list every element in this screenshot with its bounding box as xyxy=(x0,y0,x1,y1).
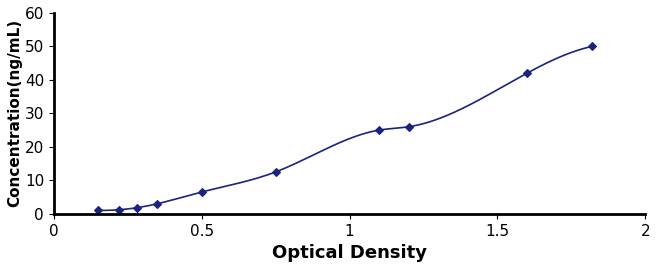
X-axis label: Optical Density: Optical Density xyxy=(272,244,427,262)
Y-axis label: Concentration(ng/mL): Concentration(ng/mL) xyxy=(7,19,22,207)
